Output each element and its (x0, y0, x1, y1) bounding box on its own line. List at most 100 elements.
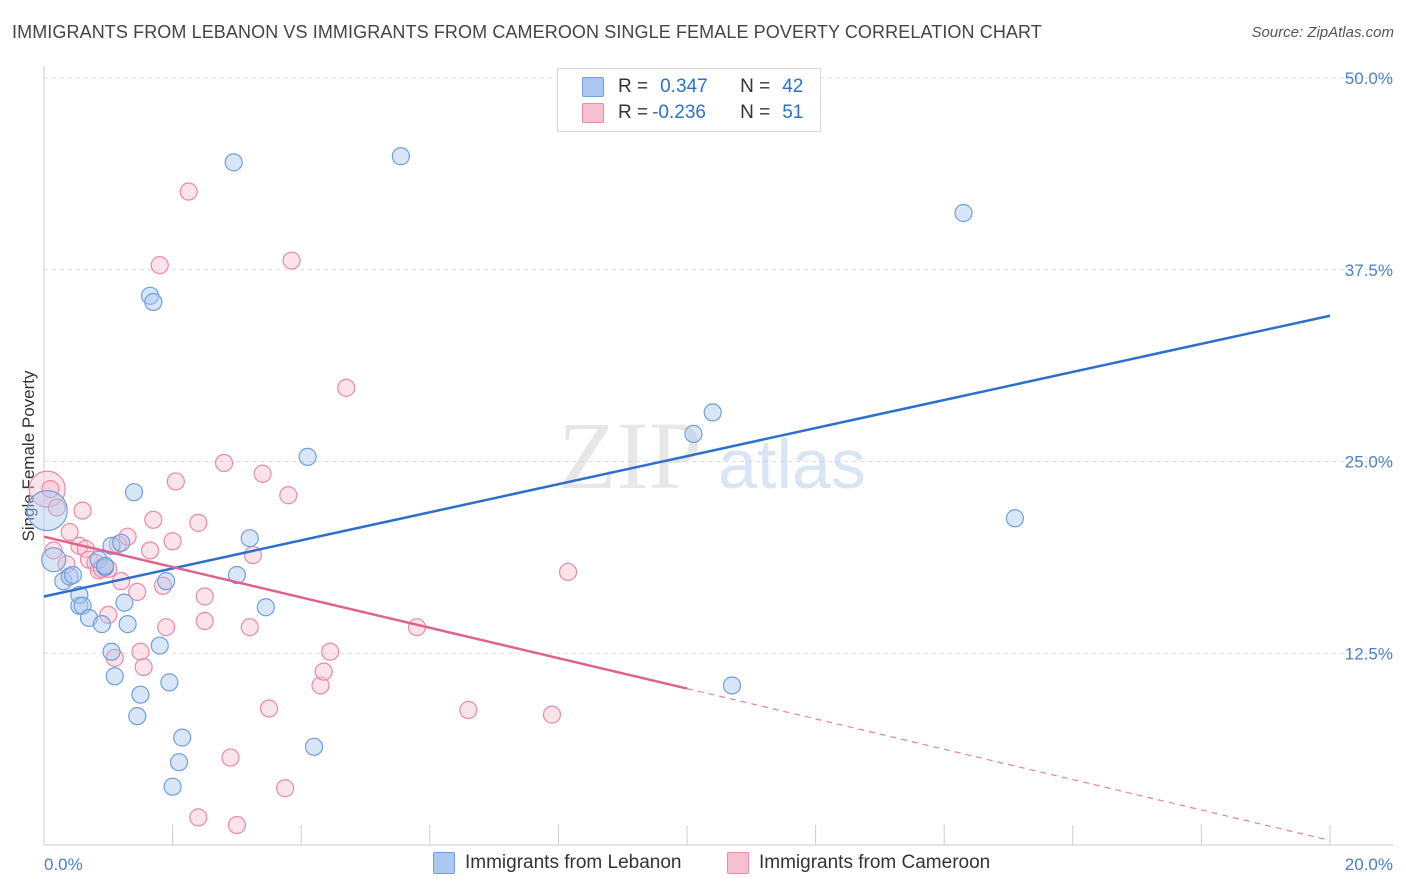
point-cameroon (337, 378, 356, 397)
point-cameroon (321, 642, 340, 661)
point-lebanon (95, 556, 115, 575)
point-lebanon (118, 615, 137, 634)
point-cameroon (558, 562, 578, 582)
point-lebanon (131, 685, 150, 704)
point-cameroon (221, 748, 240, 767)
legend-swatch-lebanon (433, 852, 455, 874)
series-lebanon-points (26, 147, 1025, 796)
point-lebanon (224, 153, 243, 172)
point-cameroon (47, 498, 66, 517)
point-lebanon (128, 707, 147, 726)
legend-r-value: -0.236 (652, 102, 706, 123)
point-lebanon (169, 753, 189, 772)
point-lebanon (240, 529, 259, 548)
point-lebanon (105, 667, 124, 686)
x-tick-label: 20.0% (1345, 855, 1393, 874)
stats-legend: R = 0.347 N = 42 R = -0.236 N = 51 (557, 68, 821, 132)
point-lebanon (163, 777, 182, 796)
point-cameroon (140, 541, 160, 560)
legend-swatch-lebanon (582, 77, 604, 97)
point-lebanon (304, 737, 324, 756)
y-tick-label: 12.5% (1345, 644, 1393, 663)
point-cameroon (227, 815, 246, 835)
trend-lines (43, 314, 1331, 841)
legend-label-lebanon: Immigrants from Lebanon (465, 852, 682, 873)
point-cameroon (144, 510, 163, 529)
point-cameroon (253, 464, 272, 483)
point-cameroon (134, 657, 153, 677)
legend-row-lebanon: R = 0.347 N = 42 (582, 75, 803, 99)
point-cameroon (41, 480, 60, 499)
point-lebanon (26, 489, 68, 532)
point-lebanon (1005, 509, 1025, 528)
trend-line-lebanon (43, 314, 1331, 598)
point-lebanon (703, 403, 722, 422)
chart-title: IMMIGRANTS FROM LEBANON VS IMMIGRANTS FR… (12, 22, 1042, 42)
point-lebanon (41, 547, 67, 573)
point-cameroon (311, 676, 330, 695)
point-lebanon (150, 636, 169, 655)
point-lebanon (102, 642, 121, 661)
axes (43, 66, 1393, 846)
point-lebanon (54, 572, 73, 591)
point-lebanon (391, 147, 410, 166)
point-cameroon (163, 532, 182, 551)
watermark: ZIP atlas (558, 402, 866, 509)
point-lebanon (954, 203, 973, 223)
x-tick-label: 0.0% (44, 855, 83, 874)
legend-row-cameroon: R = -0.236 N = 51 (582, 101, 803, 125)
point-lebanon (684, 424, 703, 443)
point-cameroon (179, 182, 198, 201)
legend-swatch-cameroon (582, 103, 604, 123)
point-cameroon (195, 587, 214, 606)
point-cameroon (128, 582, 147, 601)
source-credit: Source: ZipAtlas.com (1251, 24, 1394, 41)
legend-n-label: N = (740, 76, 771, 97)
point-lebanon (63, 565, 83, 585)
legend-r-value: 0.347 (660, 76, 708, 97)
point-cameroon (279, 486, 298, 505)
legend-swatch-cameroon (727, 852, 749, 874)
grid-lines (44, 77, 1392, 654)
point-cameroon (314, 662, 333, 681)
point-cameroon (99, 605, 118, 625)
point-lebanon (173, 728, 192, 747)
legend-item-cameroon: Immigrants from Cameroon (727, 852, 990, 874)
y-axis-label: Single Female Poverty (19, 370, 38, 542)
legend-r-label: R = (618, 76, 649, 97)
point-cameroon (73, 501, 92, 520)
point-cameroon (542, 705, 562, 724)
point-cameroon (166, 472, 185, 491)
point-lebanon (112, 533, 131, 552)
series-cameroon-points (28, 182, 578, 835)
point-lebanon (227, 565, 246, 585)
point-cameroon (276, 779, 295, 798)
legend-n-value: 42 (782, 76, 804, 97)
watermark-zip: ZIP (558, 402, 702, 509)
legend-label-cameroon: Immigrants from Cameroon (759, 852, 991, 873)
point-lebanon (160, 673, 179, 692)
point-lebanon (298, 447, 317, 466)
point-lebanon (722, 676, 742, 695)
trend-line-cameroon (43, 535, 688, 690)
x-tick-labels: 0.0% 20.0% (44, 855, 1393, 874)
point-lebanon (157, 572, 176, 591)
y-tick-label: 50.0% (1345, 69, 1393, 88)
point-lebanon (115, 593, 134, 612)
y-tick-labels: 12.5% 25.0% 37.5% 50.0% (1345, 69, 1393, 663)
point-cameroon (150, 256, 169, 275)
point-lebanon (92, 615, 111, 634)
legend-n-label: N = (740, 102, 771, 123)
point-cameroon (259, 699, 279, 718)
point-cameroon (195, 611, 214, 631)
point-cameroon (282, 251, 301, 270)
point-cameroon (157, 618, 176, 637)
point-cameroon (214, 453, 234, 473)
point-lebanon (256, 598, 275, 617)
point-lebanon (124, 483, 144, 502)
point-lebanon (144, 292, 163, 312)
legend-n-value: 51 (782, 102, 804, 123)
y-tick-label: 37.5% (1345, 261, 1393, 280)
point-cameroon (131, 642, 150, 661)
